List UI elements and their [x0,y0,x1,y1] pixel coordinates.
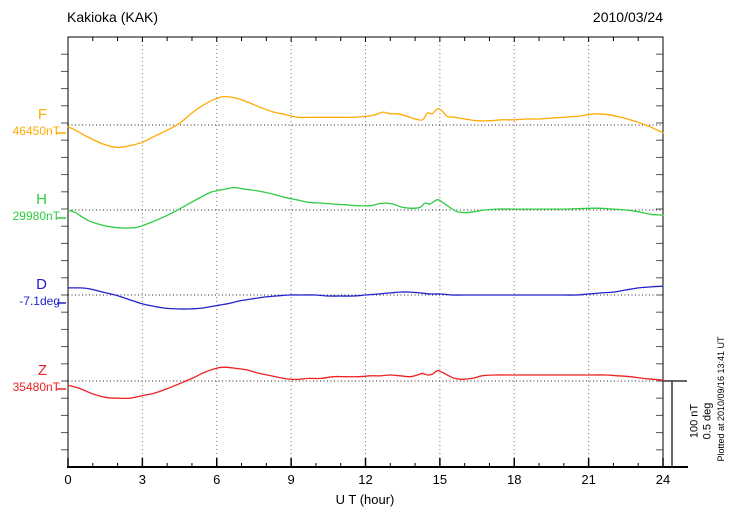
x-tick-label-15: 15 [432,472,448,487]
scale-bar-label: 100 nT 0.5 deg [688,403,713,440]
channel-z-letter: Z [37,362,47,379]
x-tick-label-6: 6 [213,472,221,487]
x-tick-label-0: 0 [64,472,72,487]
channel-f-letter: F [37,106,47,123]
scale-bar-label-nt: 100 nT [688,403,701,439]
x-tick-label-21: 21 [581,472,596,487]
x-tick-label-9: 9 [287,472,295,487]
plot-date: 2010/03/24 [592,9,663,25]
x-tick-label-18: 18 [507,472,522,487]
channel-z-label-group: Z 35480nT [0,362,60,394]
channel-f-label-group: F 46450nT [0,106,60,138]
channel-h-value: 29980nT [12,209,60,223]
channel-d-value: -7.1deg [19,294,60,308]
plotted-timestamp-note: Plotted at 2010/09/16 13:41 UT [716,336,726,462]
x-tick-label-3: 3 [138,472,146,487]
channel-h-label-group: H 29980nT [0,191,60,223]
channel-h-letter: H [36,191,47,208]
channel-z-value: 35480nT [12,380,60,394]
x-tick-label-12: 12 [358,472,373,487]
channel-d-letter: D [36,276,47,293]
x-axis-title: U T (hour) [335,492,395,507]
channel-d-label-group: D -7.1deg [0,276,60,308]
channel-f-value: 46450nT [12,124,60,138]
x-tick-label-24: 24 [655,472,671,487]
scale-bar-label-deg: 0.5 deg [701,402,713,440]
station-title: Kakioka (KAK) [67,9,159,25]
